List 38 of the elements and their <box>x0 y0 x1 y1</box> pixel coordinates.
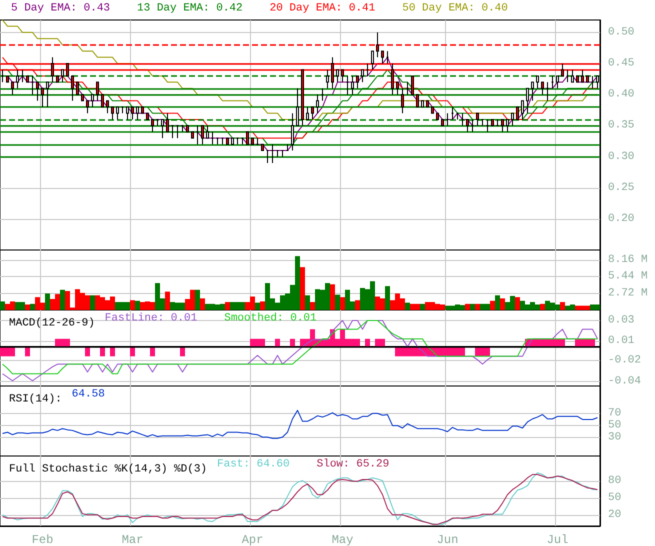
x-tick-label: Mar <box>122 533 144 546</box>
x-tick-label: Apr <box>242 533 264 546</box>
y-tick-label: 0.01 <box>608 334 635 347</box>
y-tick-label: 0.40 <box>608 88 634 101</box>
y-tick-label: 0.03 <box>608 314 634 326</box>
text: 20 Day EMA: 0.41 <box>270 2 376 14</box>
text: RSI(14): <box>9 394 62 406</box>
text: FastLine: 0.01 <box>104 312 198 324</box>
y-tick-label: 20 <box>608 508 622 521</box>
series-label: Slow: 65.29 <box>316 458 390 470</box>
y-tick-label: 30 <box>608 432 622 444</box>
x-tick-label: Jul <box>546 533 568 546</box>
y-tick-label: 0.30 <box>608 150 634 163</box>
y-tick-label: 0.35 <box>608 120 634 132</box>
y-tick-label: 80 <box>608 475 622 488</box>
y-tick-label: 50 <box>608 420 622 432</box>
x-tick-label: May <box>332 533 354 546</box>
series-label: Fast: 64.60 <box>217 458 290 470</box>
x-tick-label: Jun <box>436 533 458 546</box>
text: MACD(12-26-9) <box>9 318 95 330</box>
y-tick-label: 8.16 M <box>608 254 648 266</box>
y-tick-label: 50 <box>608 492 622 504</box>
text: 50 Day EMA: 0.40 <box>402 2 508 14</box>
text: 13 Day EMA: 0.42 <box>137 2 243 14</box>
y-tick-label: 70 <box>608 407 622 420</box>
y-tick-label: 0.50 <box>608 26 634 38</box>
y-tick-label: 0.45 <box>608 58 634 70</box>
series-label: Smoothed: 0.01 <box>224 312 318 324</box>
text: Full Stochastic %K(14,3) %D(3) <box>9 464 208 476</box>
y-tick-label: -0.04 <box>608 376 642 388</box>
x-tick-label: Feb <box>32 533 54 546</box>
y-tick-label: 2.72 M <box>608 287 648 300</box>
y-tick-label: 0.25 <box>608 182 634 194</box>
text: 5 Day EMA: 0.43 <box>11 2 110 14</box>
y-tick-label: 0.20 <box>608 212 634 225</box>
text: 64.58 <box>72 388 105 400</box>
y-tick-label: -0.02 <box>608 354 642 366</box>
y-tick-label: 5.44 M <box>608 270 648 283</box>
